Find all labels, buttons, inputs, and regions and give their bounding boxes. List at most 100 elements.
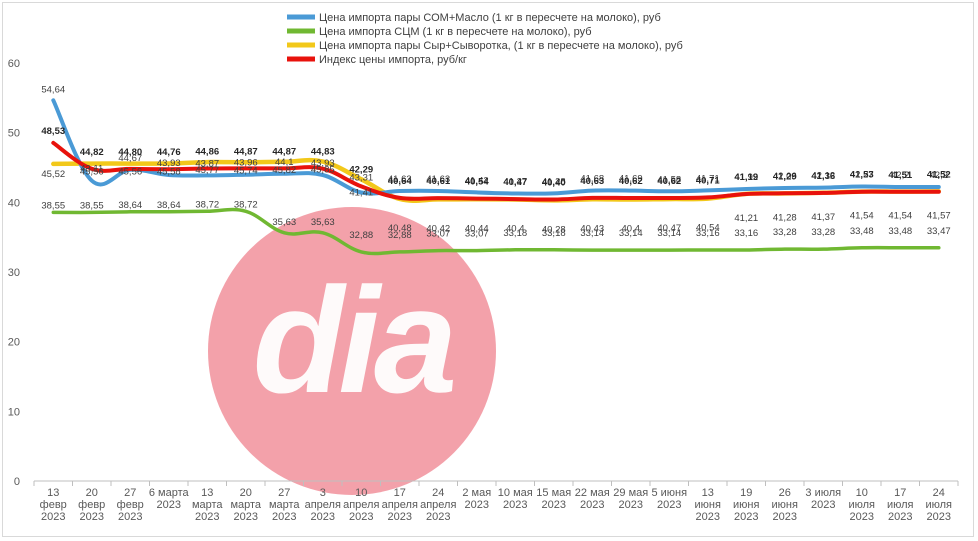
- data-label-import-index: 41,51: [888, 170, 912, 181]
- data-label-syr-syvorotka: 45,56: [80, 167, 104, 178]
- data-label-syr-syvorotka: 45,82: [272, 165, 296, 176]
- data-label-import-index: 41,53: [850, 170, 874, 181]
- data-label-import-index: 44,82: [80, 147, 104, 158]
- axes: 0 10 20 30 40 50 60 13 февр 2023 20 февр 2023 27 февр 2…: [8, 58, 959, 523]
- data-label-scm: 33,28: [811, 227, 835, 238]
- legend-item-syr-syvorotka: Цена импорта пары Сыр+Сыворотка, (1 кг в…: [287, 40, 683, 52]
- data-label-scm: 33,14: [619, 228, 643, 239]
- legend-label: Цена импорта СЦМ (1 кг в пересчете на мо…: [319, 26, 592, 38]
- x-tick-label: 27 февр 2023: [117, 487, 144, 523]
- data-label-scm: 33,14: [580, 228, 604, 239]
- data-label-som-maslo: 42,2: [930, 170, 949, 181]
- x-tick-label: 19 июня 2023: [733, 487, 759, 523]
- data-label-som-maslo: 41,28: [542, 176, 566, 187]
- data-label-scm: 38,55: [41, 200, 65, 211]
- data-label-som-maslo: 42,2: [891, 170, 910, 181]
- data-label-scm: 38,72: [234, 199, 258, 210]
- legend-item-import-index: Индекс цены импорта, руб/кг: [287, 54, 467, 66]
- legend-label: Индекс цены импорта, руб/кг: [319, 54, 467, 66]
- data-label-import-index: 41,36: [811, 171, 835, 182]
- data-label-scm: 33,16: [734, 228, 758, 239]
- data-label-import-index: 40,63: [580, 176, 604, 187]
- x-tick-label: 10 мая 2023: [498, 487, 533, 511]
- x-tick-label: 26 июня 2023: [772, 487, 798, 523]
- data-label-import-index: 41,19: [734, 172, 758, 183]
- data-label-scm: 35,63: [272, 217, 296, 228]
- legend-item-scm: Цена импорта СЦМ (1 кг в пересчете на мо…: [287, 26, 592, 38]
- x-tick-label: 3 апреля 2023: [305, 487, 341, 523]
- x-tick-label: 20 февр 2023: [78, 487, 105, 523]
- data-label-syr-syvorotka: 41,37: [811, 212, 835, 223]
- data-label-scm: 33,47: [927, 226, 951, 237]
- data-label-syr-syvorotka: 40,48: [388, 223, 412, 234]
- x-tick-label: 22 мая 2023: [575, 487, 610, 511]
- data-label-scm: 33,16: [696, 228, 720, 239]
- data-label-scm: 38,64: [157, 200, 181, 211]
- series-line-som-maslo: [51, 98, 941, 196]
- data-label-som-maslo: 41,63: [426, 174, 450, 185]
- data-label-import-index: 40,61: [426, 176, 450, 187]
- data-label-scm: 35,63: [311, 217, 335, 228]
- data-label-syr-syvorotka: 45,85: [311, 165, 335, 176]
- x-tick-label: 29 мая 2023: [613, 487, 648, 511]
- data-label-syr-syvorotka: 45,77: [195, 165, 219, 176]
- y-tick-label: 10: [8, 406, 20, 418]
- y-tick-label: 0: [14, 476, 20, 488]
- x-tick-label: 13 июня 2023: [695, 487, 721, 523]
- data-label-som-maslo: 41,27: [503, 176, 527, 187]
- data-label-syr-syvorotka: 40,28: [542, 224, 566, 235]
- series-layer: [51, 98, 942, 256]
- data-label-scm: 32,88: [388, 230, 412, 241]
- data-label-import-index: 48,53: [41, 126, 65, 137]
- data-label-scm: 33,48: [850, 226, 874, 237]
- data-label-scm: 33,48: [888, 226, 912, 237]
- data-label-som-maslo: 41,71: [696, 173, 720, 184]
- data-label-som-maslo: 41,63: [388, 174, 412, 185]
- y-tick-label: 50: [8, 128, 20, 140]
- data-label-scm: 38,72: [195, 199, 219, 210]
- data-label-scm: 38,55: [80, 200, 104, 211]
- data-label-som-maslo: 43,87: [195, 158, 219, 169]
- data-label-syr-syvorotka: 41,28: [773, 212, 797, 223]
- x-tick-label: 3 июля 2023: [805, 487, 841, 511]
- data-label-som-maslo: 41,42: [465, 175, 489, 186]
- data-label-syr-syvorotka: 40,42: [426, 223, 450, 234]
- data-label-syr-syvorotka: 40,47: [657, 223, 681, 234]
- data-label-syr-syvorotka: 45,74: [234, 165, 258, 176]
- legend-label: Цена импорта пары СОМ+Масло (1 кг в пере…: [319, 12, 661, 24]
- x-tick-label: 5 июня 2023: [651, 487, 687, 511]
- data-label-scm: 33,14: [657, 228, 681, 239]
- data-label-syr-syvorotka: 43,31: [349, 172, 373, 183]
- y-tick-label: 20: [8, 337, 20, 349]
- data-label-scm: 33,07: [465, 229, 489, 240]
- data-label-som-maslo: 41,92: [734, 172, 758, 183]
- y-tick-label: 40: [8, 197, 20, 209]
- data-label-som-maslo: 41,58: [657, 174, 681, 185]
- x-tick-label: 17 июля 2023: [887, 487, 914, 523]
- data-label-som-maslo: 54,64: [41, 84, 65, 95]
- data-label-som-maslo: 41,41: [349, 188, 373, 199]
- data-label-syr-syvorotka: 40,4: [506, 224, 525, 235]
- x-tick-label: 2 мая 2023: [462, 487, 491, 511]
- data-label-import-index: 42,29: [349, 164, 373, 175]
- y-tick-label: 30: [8, 267, 20, 279]
- data-label-som-maslo: 44,67: [118, 153, 142, 164]
- data-label-som-maslo: 44,1: [275, 157, 294, 168]
- data-label-syr-syvorotka: 40,44: [465, 223, 489, 234]
- series-line-scm: [51, 207, 941, 256]
- data-label-import-index: 40,54: [465, 177, 489, 188]
- data-label-import-index: 41,52: [927, 170, 951, 181]
- data-label-syr-syvorotka: 41,54: [888, 211, 912, 222]
- data-label-scm: 33,28: [773, 227, 797, 238]
- y-tick-label: 60: [8, 58, 20, 70]
- dia-logo-text: dia: [253, 256, 454, 424]
- data-label-import-index: 44,83: [311, 147, 335, 158]
- data-label-syr-syvorotka: 45,56: [118, 167, 142, 178]
- data-label-som-maslo: 42,27: [850, 170, 874, 181]
- x-tick-label: 10 июля 2023: [848, 487, 875, 523]
- x-tick-label: 13 февр 2023: [40, 487, 67, 523]
- dia-logo-watermark: dia: [208, 207, 496, 495]
